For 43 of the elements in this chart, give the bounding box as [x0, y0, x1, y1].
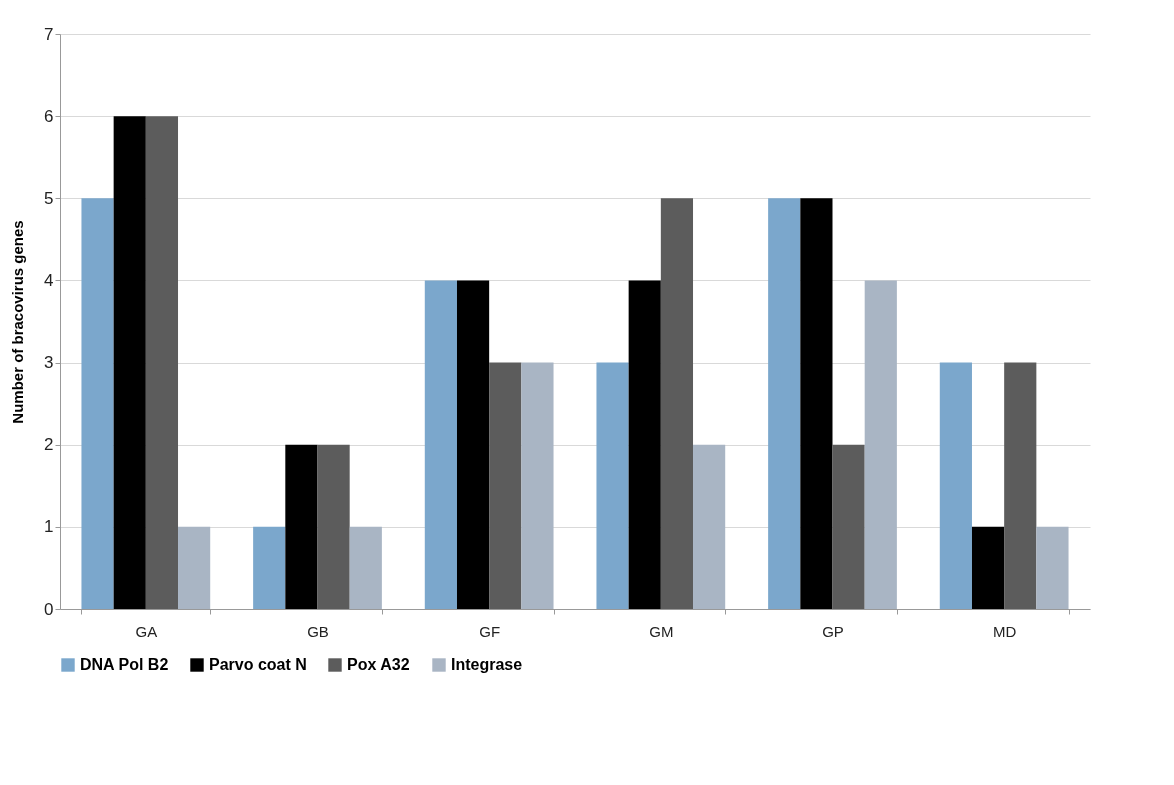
bar	[521, 362, 554, 609]
bar	[800, 198, 833, 609]
y-tick-label: 4	[44, 270, 54, 290]
bar	[349, 526, 382, 609]
x-tick-label: GP	[822, 622, 844, 640]
y-tick-label: 6	[44, 106, 54, 126]
bar	[832, 444, 865, 609]
y-tick-label: 0	[44, 599, 54, 619]
bar	[489, 362, 522, 609]
bar	[178, 526, 211, 609]
bar	[693, 444, 726, 609]
bar	[317, 444, 350, 609]
legend-label: Pox A32	[347, 656, 410, 673]
x-tick-label: MD	[993, 622, 1017, 640]
legend-label: Integrase	[451, 656, 523, 673]
x-tick-label: GM	[649, 622, 674, 640]
bar	[939, 362, 972, 609]
y-tick-label: 7	[44, 24, 54, 44]
bar	[971, 526, 1005, 609]
x-tick-label: GB	[307, 622, 329, 640]
y-axis-title: Number of bracovirus genes	[9, 220, 27, 424]
y-tick-label: 5	[44, 188, 54, 208]
bar	[424, 280, 457, 609]
bar	[253, 526, 286, 609]
y-tick-label: 3	[44, 353, 54, 373]
x-tick-label: GF	[479, 622, 501, 640]
bar	[864, 280, 897, 609]
bar	[81, 198, 114, 609]
bar	[768, 198, 801, 609]
bar	[1036, 526, 1069, 609]
legend-label: DNA Pol B2	[80, 656, 169, 673]
y-tick-label: 1	[44, 517, 54, 537]
bar	[596, 362, 629, 609]
bar	[660, 198, 694, 609]
bar	[1004, 362, 1037, 609]
bar	[285, 444, 318, 609]
bar	[145, 116, 179, 609]
bar	[113, 116, 146, 609]
bar	[456, 280, 490, 609]
y-tick-label: 2	[44, 435, 54, 455]
x-tick-label: GA	[135, 622, 158, 640]
bar	[628, 280, 661, 609]
legend-label: Parvo coat N	[209, 656, 307, 673]
